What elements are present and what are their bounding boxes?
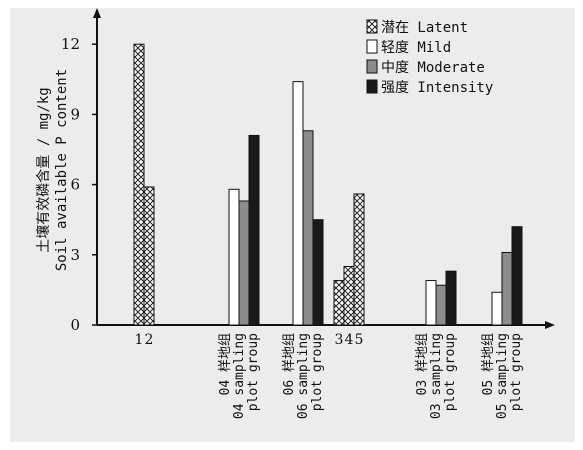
group-label: 06 样地组 bbox=[282, 333, 297, 395]
legend-label: 中度 Moderate bbox=[381, 60, 485, 76]
bar bbox=[353, 193, 365, 326]
y-axis-title-cn: 土壤有效磷含量 / mg/kg bbox=[35, 87, 52, 252]
bar bbox=[425, 280, 437, 326]
group-label: plot group bbox=[310, 333, 325, 411]
legend-swatch bbox=[366, 39, 378, 54]
group-label: 04 样地组 bbox=[218, 333, 233, 395]
y-tick-label: 12 bbox=[61, 35, 80, 53]
legend-label: 强度 Intensity bbox=[381, 80, 493, 96]
bar bbox=[491, 291, 503, 326]
bar-number-label: 1 bbox=[135, 332, 144, 348]
group-label: 05 样地组 bbox=[481, 333, 496, 395]
legend-swatch bbox=[366, 79, 378, 94]
bar bbox=[343, 266, 355, 326]
group-label: plot group bbox=[246, 333, 261, 411]
y-tick-label: 0 bbox=[70, 316, 80, 334]
bar bbox=[238, 200, 250, 326]
bar bbox=[312, 219, 324, 326]
group-label: 04 sampling bbox=[232, 333, 247, 419]
group-label: plot group bbox=[509, 333, 524, 411]
y-tick-label: 3 bbox=[70, 246, 80, 264]
bar-number-label: 5 bbox=[355, 332, 364, 348]
bar bbox=[292, 81, 304, 326]
bar bbox=[228, 188, 240, 326]
y-tick-label: 9 bbox=[70, 105, 80, 123]
bar bbox=[501, 251, 513, 326]
bar-number-label: 4 bbox=[345, 332, 354, 348]
group-label: 06 sampling bbox=[296, 333, 311, 419]
x-axis-arrow bbox=[545, 321, 555, 329]
bar bbox=[133, 43, 145, 326]
legend-label: 轻度 Mild bbox=[381, 40, 451, 56]
group-label: 05 sampling bbox=[495, 333, 510, 419]
bar bbox=[248, 134, 260, 326]
bar bbox=[302, 130, 314, 326]
group-label: plot group bbox=[443, 333, 458, 411]
legend-swatch bbox=[366, 19, 378, 34]
bar bbox=[511, 226, 523, 326]
bar bbox=[435, 284, 447, 326]
bar bbox=[445, 270, 457, 326]
legend-swatch bbox=[366, 59, 378, 74]
bar-number-label: 3 bbox=[335, 332, 344, 348]
bar bbox=[143, 186, 155, 326]
group-label: 03 sampling bbox=[429, 333, 444, 419]
group-label: 03 样地组 bbox=[415, 333, 430, 395]
bar bbox=[333, 280, 345, 326]
bar-number-label: 2 bbox=[145, 332, 154, 348]
y-axis-arrow bbox=[93, 8, 101, 18]
legend-label: 潜在 Latent bbox=[381, 20, 468, 36]
y-tick-label: 6 bbox=[70, 176, 80, 194]
y-axis-title-en: Soil available P content bbox=[54, 69, 70, 271]
